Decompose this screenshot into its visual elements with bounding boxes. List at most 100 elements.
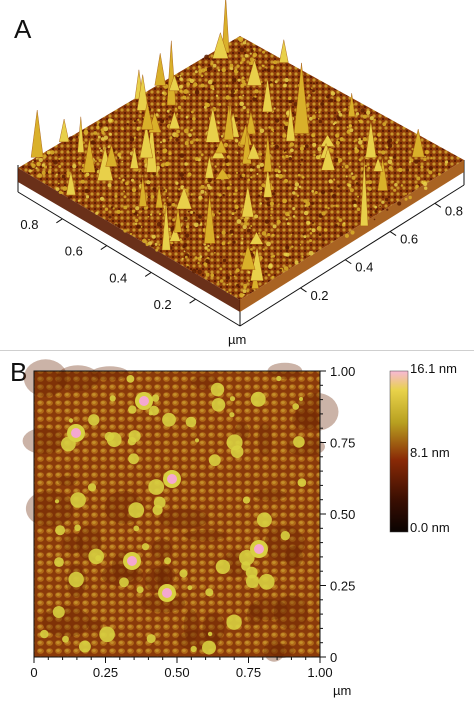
surface-grain	[109, 132, 112, 136]
surface-peak	[223, 104, 234, 141]
surface-grain	[162, 187, 164, 189]
y-axis-tick-label: 0	[330, 650, 337, 665]
surface-grain	[186, 82, 191, 86]
surface-grain	[212, 88, 215, 91]
surface-peak	[215, 168, 230, 180]
surface-grain	[405, 168, 410, 172]
surface-peak	[246, 58, 262, 86]
surface-grain	[386, 140, 391, 144]
surface-grain	[395, 141, 399, 144]
surface-grain	[55, 187, 60, 192]
surface-grain	[303, 199, 308, 203]
colorbar-label-max: 16.1 nm	[410, 361, 457, 376]
surface-grain	[84, 174, 88, 177]
height-map-particle	[146, 634, 156, 644]
surface-grain	[374, 205, 378, 209]
surface-grain	[266, 68, 271, 72]
surface-grain	[50, 150, 55, 155]
surface-grain	[265, 196, 270, 201]
surface-grain	[207, 79, 213, 85]
surface-grain	[200, 83, 205, 88]
surface-grain	[133, 119, 137, 123]
height-map-axes: 0 0.25 0.50 0.75 1.00 1.00 0.75 0.50 0.25 0	[30, 364, 355, 680]
height-map-image	[22, 359, 339, 662]
surface-grain	[294, 85, 297, 88]
surface-grain	[162, 148, 168, 154]
surface-grain	[445, 164, 447, 166]
surface-peak	[161, 202, 171, 251]
height-map-particle	[141, 543, 150, 551]
surface-grain	[260, 162, 264, 167]
surface-grain	[219, 267, 223, 271]
surface-grain	[278, 173, 283, 179]
height-map-particle	[190, 645, 197, 653]
surface-grain	[217, 121, 220, 124]
surface-grain	[274, 80, 278, 84]
surface-grain	[271, 142, 274, 145]
height-map-particle	[215, 559, 231, 574]
surface-grain	[326, 95, 330, 99]
surface-grain	[94, 160, 97, 163]
surface-grain	[199, 234, 203, 238]
surface-grain	[252, 166, 255, 169]
surface-grain	[294, 260, 299, 265]
surface-grain	[157, 108, 161, 112]
surface-grain	[177, 105, 182, 110]
surface-grain	[218, 103, 222, 106]
surface-grain	[151, 234, 156, 239]
surface-grain	[335, 140, 340, 145]
surface-grain	[360, 108, 365, 113]
surface-grain	[164, 162, 169, 167]
surface-grain	[136, 214, 139, 216]
surface-grain	[124, 174, 127, 177]
surface-grain	[162, 139, 166, 143]
surface-grain	[346, 126, 349, 128]
surface-grain	[136, 127, 140, 131]
surface-grain	[344, 164, 349, 169]
surface-grain	[148, 238, 150, 241]
surface-grain	[146, 180, 151, 185]
surface-peak	[155, 184, 163, 208]
surface-grain	[302, 233, 305, 236]
surface-grain	[339, 137, 344, 142]
surface-grain	[218, 212, 221, 215]
surface-peak	[377, 157, 388, 191]
panel-b-letter: B	[10, 357, 28, 387]
surface-grain	[100, 137, 105, 141]
surface-grain	[217, 69, 221, 72]
height-map-low-region	[246, 604, 263, 626]
surface-grain	[228, 220, 231, 223]
surface-grain	[220, 135, 224, 138]
surface-grain	[348, 129, 350, 131]
surface-grain	[231, 77, 237, 83]
surface-grain	[283, 125, 289, 131]
surface-grain	[142, 238, 147, 243]
surface-peak	[347, 93, 356, 117]
surface-grain	[236, 219, 242, 224]
surface-grain	[189, 140, 194, 145]
surface-grain	[290, 233, 293, 236]
surface-grain	[117, 156, 120, 159]
height-map-low-region	[23, 359, 68, 397]
left-axis-tick-label: 0.6	[65, 244, 83, 259]
surface-grain	[308, 116, 313, 121]
surface-peak	[168, 110, 181, 130]
surface-grain	[184, 255, 188, 259]
surface-grain	[143, 159, 149, 164]
surface-grain	[290, 148, 294, 153]
surface-grain	[377, 150, 381, 154]
surface-grain	[198, 69, 203, 74]
surface-grain	[303, 145, 306, 148]
surface-grain	[276, 219, 281, 224]
surface-grain	[289, 72, 292, 74]
surface-grain	[194, 70, 198, 74]
surface-grain	[190, 128, 194, 132]
height-map-particle	[54, 557, 64, 567]
surface-grain	[268, 126, 271, 129]
surface-grain	[41, 163, 45, 167]
height-map-particle	[208, 454, 221, 467]
surface-grain	[32, 160, 34, 163]
surface-grain	[274, 144, 279, 149]
surface-grain	[244, 54, 249, 58]
surface-grain	[214, 170, 218, 174]
